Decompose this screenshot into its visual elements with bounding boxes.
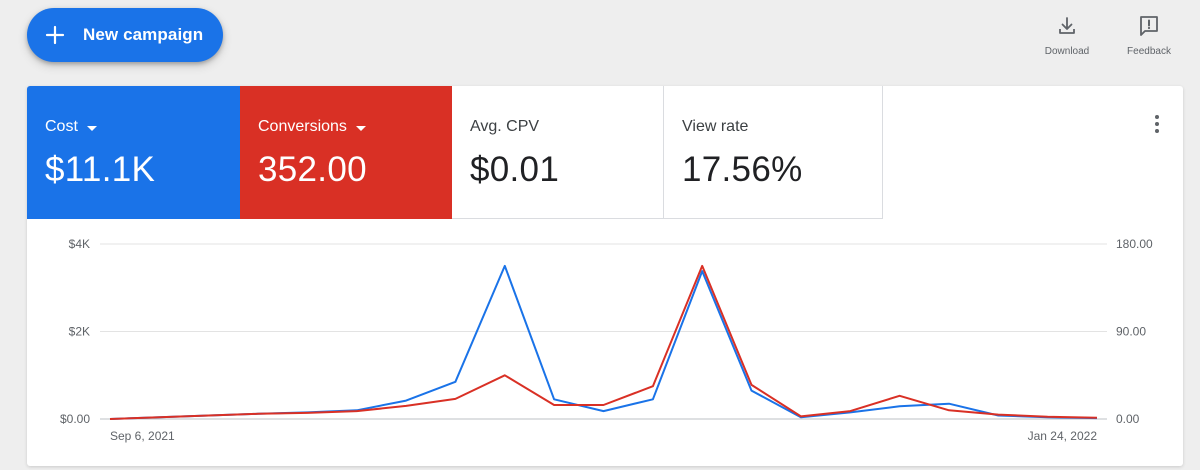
metric-conversions-value: 352.00: [258, 150, 367, 189]
feedback-button[interactable]: Feedback: [1117, 14, 1181, 64]
performance-chart: $0.00 $2K $4K 0.00 90.00 180.00 Sep 6, 2021 J…: [60, 237, 1153, 443]
metric-cost-label: Cost: [45, 118, 78, 135]
caret-down-icon: [86, 125, 97, 131]
y-left-tick-label: $2K: [69, 325, 90, 339]
x-start-label: Sep 6, 2021: [110, 429, 175, 443]
download-button[interactable]: Download: [1035, 14, 1099, 64]
metric-cost[interactable]: Cost $11.1K: [27, 86, 240, 219]
y-right-tick-label: 90.00: [1116, 325, 1146, 339]
metric-avg-cpv[interactable]: Avg. CPV $0.01: [452, 86, 664, 219]
y-right-tick-label: 0.00: [1116, 412, 1140, 426]
more-vert-icon: [1155, 115, 1159, 119]
download-icon: [1059, 17, 1075, 34]
metric-conversions[interactable]: Conversions 352.00: [240, 86, 452, 219]
series-line-conversions: [109, 264, 1098, 420]
y-left-tick-label: $0.00: [60, 412, 90, 426]
new-campaign-label: New campaign: [83, 25, 204, 44]
performance-card: Cost $11.1K Conversions 352.00 Avg. CPV …: [27, 86, 1183, 466]
x-end-label: Jan 24, 2022: [1028, 429, 1098, 443]
metric-view-rate-label: View rate: [682, 118, 749, 135]
download-label: Download: [1044, 46, 1090, 57]
metric-view-rate-value: 17.56%: [682, 150, 803, 189]
more-options-button[interactable]: [1145, 112, 1169, 136]
series-line-cost: [109, 264, 1098, 420]
metric-avg-cpv-label: Avg. CPV: [470, 118, 540, 135]
metric-avg-cpv-value: $0.01: [470, 150, 560, 189]
plus-icon: [45, 25, 65, 45]
caret-down-icon: [355, 125, 366, 131]
metric-cost-value: $11.1K: [45, 150, 156, 189]
feedback-label: Feedback: [1127, 46, 1171, 57]
metric-conversions-label: Conversions: [258, 118, 347, 135]
y-right-tick-label: 180.00: [1116, 237, 1153, 251]
feedback-icon: [1140, 16, 1158, 36]
metric-view-rate[interactable]: View rate 17.56%: [664, 86, 883, 219]
y-left-tick-label: $4K: [69, 237, 90, 251]
new-campaign-button[interactable]: New campaign: [27, 8, 223, 62]
